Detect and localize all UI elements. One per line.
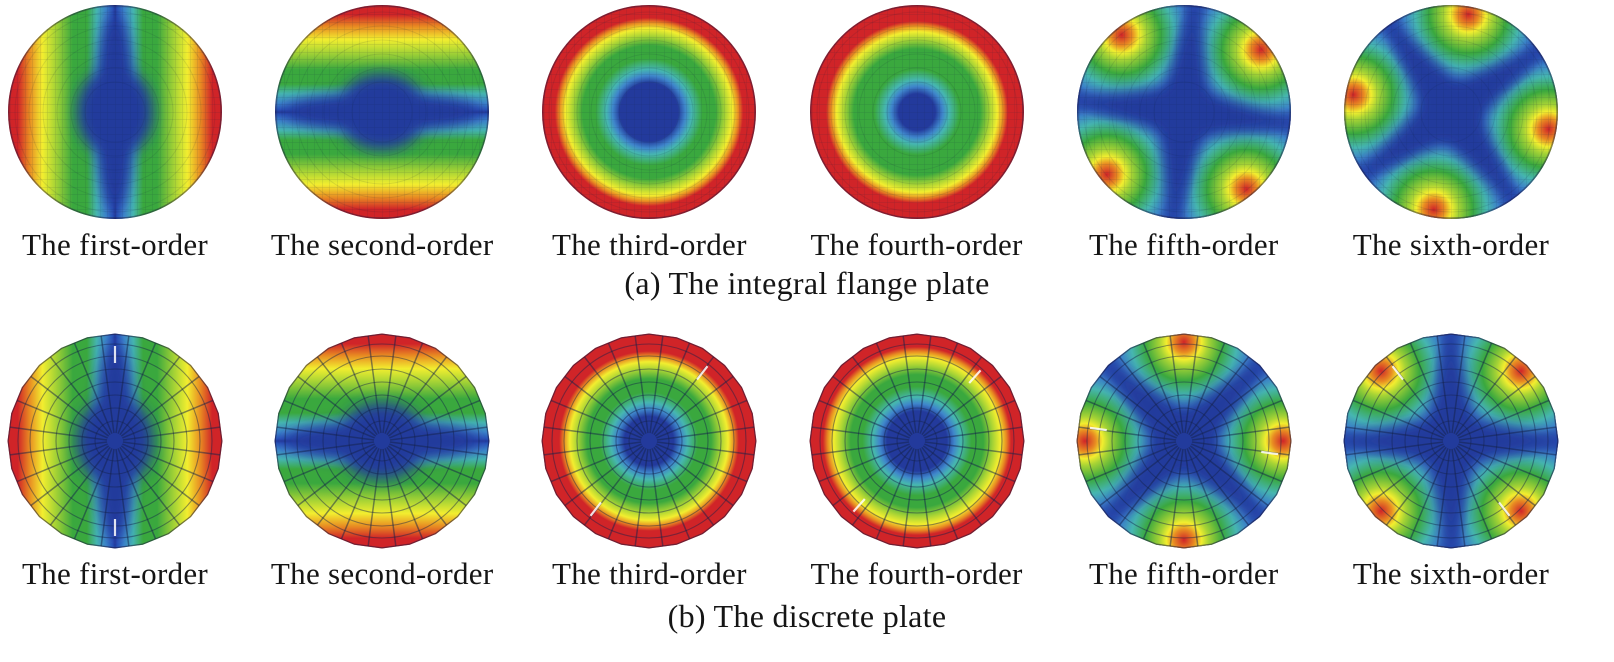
mode-row-integral-plate: The first-order The second-order The thi… [4,2,1562,263]
mode-shape-plot [807,2,1027,222]
mode-shape-plot [272,2,492,222]
subfigure-caption-a: (a) The integral flange plate [624,265,990,301]
mode-shape-cell-b-4: The fourth-order [806,331,1028,592]
mode-shape-plot [539,2,759,222]
mode-shape-svg [809,5,1024,219]
mode-shape-cell-a-2: The second-order [271,2,493,263]
mode-shape-plot [5,2,225,222]
mode-shape-cell-b-6: The sixth-order [1340,331,1562,592]
mode-shape-cell-b-3: The third-order [538,331,760,592]
mode-shape-cell-b-1: The first-order [4,331,226,592]
mode-shape-label: The fifth-order [1088,556,1279,591]
mode-shape-plot [1341,2,1561,222]
mode-shape-label: The fourth-order [810,556,1023,591]
mode-shape-svg [541,333,757,549]
mode-shape-cell-a-3: The third-order [538,2,760,263]
mode-shape-label: The sixth-order [1352,227,1550,262]
mode-shape-plot [1074,2,1294,222]
mode-shape-label: The third-order [552,556,747,591]
mode-shape-svg [1343,333,1559,549]
mode-shape-svg [809,333,1025,549]
mode-shape-plot [272,331,492,551]
mode-shape-label: The second-order [270,556,494,591]
mode-shape-plot [1341,331,1561,551]
mode-shape-plot [539,331,759,551]
subfigure-caption-b: (b) The discrete plate [667,598,947,634]
mode-shape-cell-a-6: The sixth-order [1340,2,1562,263]
mode-shape-label: The second-order [270,227,494,262]
mode-shape-plot [5,331,225,551]
mode-shape-cell-b-2: The second-order [271,331,493,592]
mode-shape-svg [275,5,490,219]
mode-shape-svg [1076,5,1291,219]
mode-shape-cell-a-4: The fourth-order [806,2,1028,263]
mode-shape-label: The first-order [21,227,209,262]
mode-shape-cell-a-5: The fifth-order [1073,2,1295,263]
mode-shape-label: The fifth-order [1088,227,1279,262]
mode-shape-svg [8,5,222,219]
mode-shape-cell-b-5: The fifth-order [1073,331,1295,592]
mode-shape-svg [7,333,223,549]
mode-shape-label: The third-order [552,227,747,262]
mode-shape-plot [1074,331,1294,551]
mode-shape-cell-a-1: The first-order [4,2,226,263]
mode-row-discrete-plate: The first-order The second-order The thi… [4,331,1562,592]
mode-shape-label: The first-order [21,556,209,591]
mode-shape-label: The fourth-order [810,227,1023,262]
mode-shape-svg [1343,5,1558,219]
mode-shape-svg [274,333,490,549]
mode-shape-plot [807,331,1027,551]
mode-shape-svg [542,5,757,219]
mode-shape-label: The sixth-order [1352,556,1550,591]
mode-shape-svg [1076,333,1292,549]
